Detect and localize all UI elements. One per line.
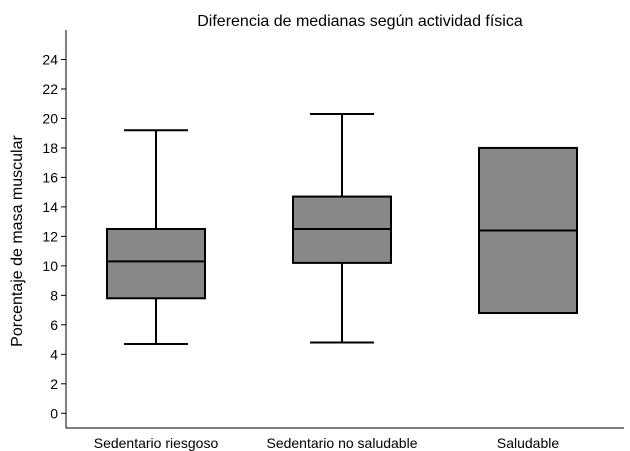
y-tick-label: 6 [50, 317, 58, 333]
y-tick-label: 14 [42, 199, 58, 215]
category-label: Sedentario no saludable [266, 435, 417, 451]
y-tick-label: 2 [50, 376, 58, 392]
y-tick-label: 18 [42, 140, 58, 156]
boxes-group [106, 113, 578, 345]
category-label: Sedentario riesgoso [94, 435, 219, 451]
y-axis-label: Porcentaje de masa muscular [9, 135, 26, 347]
y-tick-label: 16 [42, 169, 58, 185]
y-tick-label: 24 [42, 51, 58, 67]
box-iqr [106, 228, 206, 300]
y-tick-label: 10 [42, 258, 58, 274]
y-tick-label: 12 [42, 228, 58, 244]
y-tick-label: 20 [42, 110, 58, 126]
y-tick-label: 22 [42, 81, 58, 97]
y-tick-label: 0 [50, 405, 58, 421]
y-tick-label: 8 [50, 287, 58, 303]
category-label: Saludable [497, 435, 559, 451]
chart-title: Diferencia de medianas según actividad f… [197, 13, 523, 30]
category-labels: Sedentario riesgoso Sedentario no saludab… [94, 435, 560, 451]
y-tick-label: 4 [50, 346, 58, 362]
